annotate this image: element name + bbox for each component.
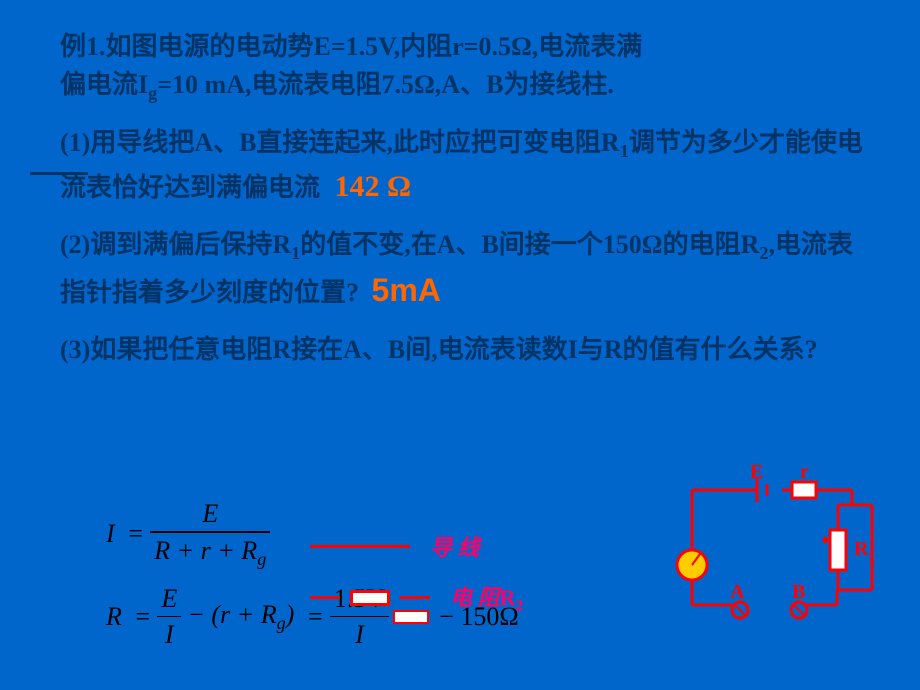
q2-sub1: 1 <box>291 244 300 264</box>
q2-a: (2)调到满偏后保持R <box>60 230 291 259</box>
intro-line2a: 偏电流I <box>60 70 148 99</box>
frac2-num: E <box>157 583 181 614</box>
question-3: (3)如果把任意电阻R接在A、B间,电流表读数I与R的值有什么关系? <box>60 331 870 369</box>
resistor-lead-right <box>400 596 430 599</box>
legend-resistor: 电 阻R2 <box>310 580 523 615</box>
fraction-1: E R + r + Rg <box>150 498 270 571</box>
frac2-line <box>157 616 181 618</box>
fraction-2: E I <box>157 583 181 651</box>
circuit-diagram: E r R1 A B <box>662 460 882 640</box>
problem-intro: 例1.如图电源的电动势E=1.5V,内阻r=0.5Ω,电流表满 偏电流Ig=10… <box>60 28 870 106</box>
legend-wire-text: 导 线 <box>430 530 480 562</box>
circuit-label-A: A <box>730 581 745 603</box>
resistor-symbol-icon <box>350 590 390 606</box>
q1-a: (1)用导线把A、B直接连起来,此时应把可变电阻R <box>60 128 620 157</box>
answer-1: 142 Ω <box>335 170 412 203</box>
wire-line-icon <box>310 545 410 548</box>
question-1: (1)用导线把A、B直接连起来,此时应把可变电阻R1调节为多少才能使电流表恰好达… <box>60 124 870 208</box>
frac1-line <box>150 531 270 533</box>
formula-mid: − (r + Rg) <box>187 600 294 634</box>
frac2-den: I <box>161 619 178 650</box>
formula-R-var: R <box>106 602 122 632</box>
intro-line1: 例1.如图电源的电动势E=1.5V,内阻r=0.5Ω,电流表满 <box>60 32 642 61</box>
legend: 导 线 电 阻R2 <box>310 530 523 633</box>
q2-sub2: 2 <box>759 244 768 264</box>
resistor-lead-left <box>310 596 340 599</box>
circuit-label-r: r <box>800 461 809 483</box>
intro-line2b: =10 mA,电流表电阻7.5Ω,A、B为接线柱. <box>157 70 614 99</box>
formula-I-var: I <box>106 519 115 549</box>
question-2: (2)调到满偏后保持R1的值不变,在A、B间接一个150Ω的电阻R2,电流表指针… <box>60 226 870 313</box>
q1-sub: 1 <box>620 141 629 161</box>
intro-sub-g: g <box>148 83 157 103</box>
underline-mark <box>30 172 88 175</box>
formula-eq1: = <box>127 519 145 549</box>
answer-2: 5mA <box>372 272 441 308</box>
formula-eq2: = <box>134 602 152 632</box>
q2-b: 的值不变,在A、B间接一个150Ω的电阻R <box>300 230 759 259</box>
frac1-num: E <box>198 498 222 529</box>
circuit-label-E: E <box>750 461 763 483</box>
circuit-label-B: B <box>792 581 805 603</box>
frac1-den: R + r + Rg <box>150 535 270 571</box>
legend-wire: 导 线 <box>310 530 523 562</box>
legend-resistor-text: 电 阻R2 <box>450 580 523 615</box>
